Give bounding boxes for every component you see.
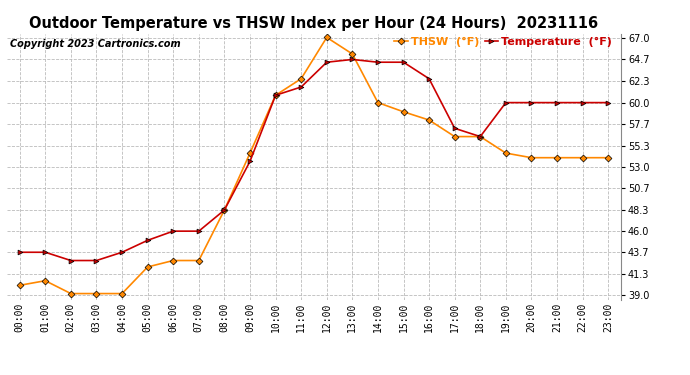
Temperature  (°F): [578, 100, 586, 105]
Line: THSW  (°F): THSW (°F): [17, 35, 611, 296]
Temperature  (°F): [502, 100, 510, 105]
Temperature  (°F): [348, 57, 357, 62]
THSW  (°F): [16, 283, 24, 288]
THSW  (°F): [169, 258, 177, 263]
Legend: THSW  (°F), Temperature  (°F): THSW (°F), Temperature (°F): [394, 37, 612, 47]
THSW  (°F): [374, 100, 382, 105]
THSW  (°F): [476, 134, 484, 139]
THSW  (°F): [604, 156, 612, 160]
Temperature  (°F): [604, 100, 612, 105]
THSW  (°F): [400, 110, 408, 114]
THSW  (°F): [297, 76, 305, 81]
Temperature  (°F): [553, 100, 561, 105]
Temperature  (°F): [41, 250, 50, 255]
THSW  (°F): [271, 93, 279, 98]
Temperature  (°F): [246, 159, 254, 164]
Temperature  (°F): [297, 85, 305, 89]
Temperature  (°F): [400, 60, 408, 64]
Title: Outdoor Temperature vs THSW Index per Hour (24 Hours)  20231116: Outdoor Temperature vs THSW Index per Ho…: [30, 16, 598, 31]
THSW  (°F): [502, 151, 510, 155]
THSW  (°F): [67, 291, 75, 296]
THSW  (°F): [578, 156, 586, 160]
Line: Temperature  (°F): Temperature (°F): [17, 57, 611, 263]
Temperature  (°F): [323, 60, 331, 64]
THSW  (°F): [195, 258, 203, 263]
Temperature  (°F): [118, 250, 126, 255]
THSW  (°F): [323, 35, 331, 40]
THSW  (°F): [451, 134, 459, 139]
THSW  (°F): [144, 265, 152, 269]
Temperature  (°F): [16, 250, 24, 255]
Temperature  (°F): [144, 238, 152, 243]
Temperature  (°F): [220, 208, 228, 212]
THSW  (°F): [220, 208, 228, 212]
Temperature  (°F): [92, 258, 101, 263]
THSW  (°F): [425, 118, 433, 122]
Temperature  (°F): [476, 134, 484, 139]
Temperature  (°F): [271, 93, 279, 98]
Temperature  (°F): [451, 126, 459, 130]
Temperature  (°F): [374, 60, 382, 64]
THSW  (°F): [41, 279, 50, 283]
THSW  (°F): [553, 156, 561, 160]
Temperature  (°F): [169, 229, 177, 233]
Temperature  (°F): [425, 76, 433, 81]
THSW  (°F): [246, 151, 254, 155]
THSW  (°F): [118, 291, 126, 296]
Text: Copyright 2023 Cartronics.com: Copyright 2023 Cartronics.com: [10, 39, 181, 49]
Temperature  (°F): [67, 258, 75, 263]
THSW  (°F): [92, 291, 101, 296]
THSW  (°F): [348, 52, 357, 56]
THSW  (°F): [527, 156, 535, 160]
Temperature  (°F): [527, 100, 535, 105]
Temperature  (°F): [195, 229, 203, 233]
